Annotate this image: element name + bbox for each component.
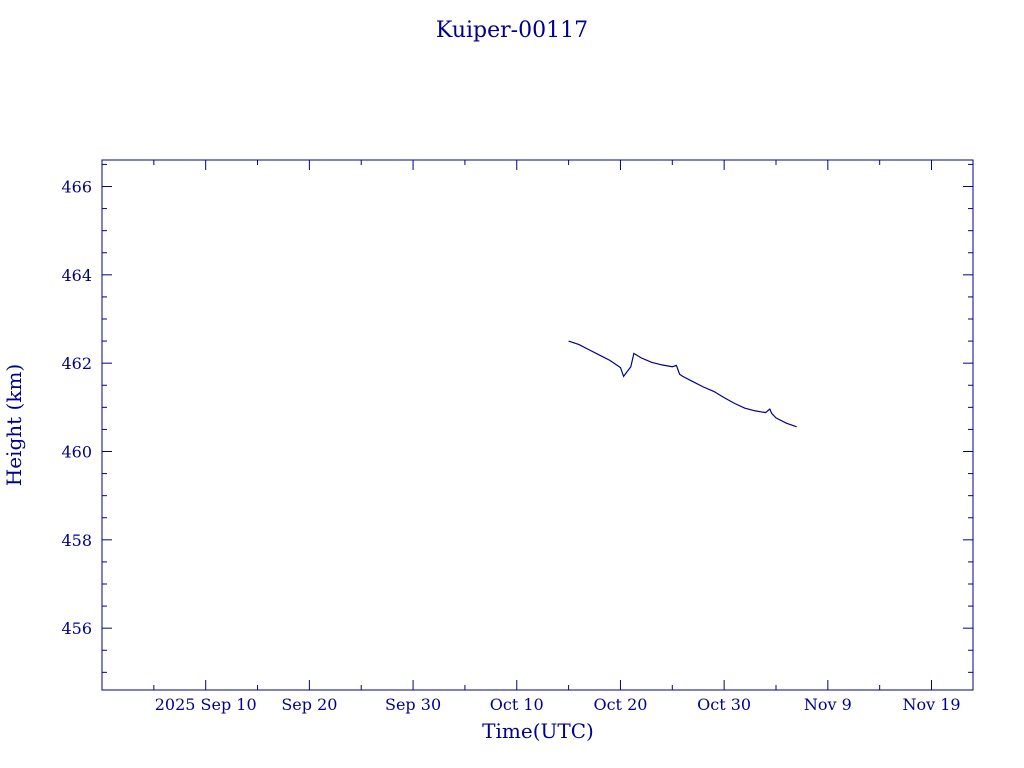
- plot-frame: [101, 159, 974, 691]
- x-tick-label: Oct 10: [490, 695, 544, 714]
- x-tick-label: Nov 19: [902, 695, 960, 714]
- x-axis-label: Time(UTC): [482, 719, 594, 743]
- x-tick-label: Nov 9: [804, 695, 852, 714]
- x-axis-ticks: 2025 Sep 10 Sep 20 Sep 30 Oct 10 Oct 20 Oct 3…: [153, 160, 961, 714]
- y-axis-label-group: Height (km): [2, 364, 26, 486]
- series-layer: [568, 340, 797, 428]
- x-tick-label: Oct 30: [697, 695, 751, 714]
- y-tick-label: 466: [61, 178, 92, 197]
- series-line: [568, 340, 797, 428]
- x-tick-label: Sep 30: [385, 695, 441, 714]
- x-tick-label: Oct 20: [593, 695, 647, 714]
- y-axis-label: Height (km): [2, 364, 26, 486]
- x-tick-label: Sep 20: [281, 695, 337, 714]
- chart-title: Kuiper-00117: [436, 18, 588, 43]
- y-tick-label: 460: [61, 443, 92, 462]
- y-axis-ticks: 456 458 460 462 464 466: [61, 163, 973, 673]
- y-tick-label: 462: [61, 354, 92, 373]
- y-tick-label: 456: [61, 619, 92, 638]
- y-tick-label: 464: [61, 266, 92, 285]
- y-tick-label: 458: [61, 531, 92, 550]
- x-tick-label: 2025 Sep 10: [155, 695, 257, 714]
